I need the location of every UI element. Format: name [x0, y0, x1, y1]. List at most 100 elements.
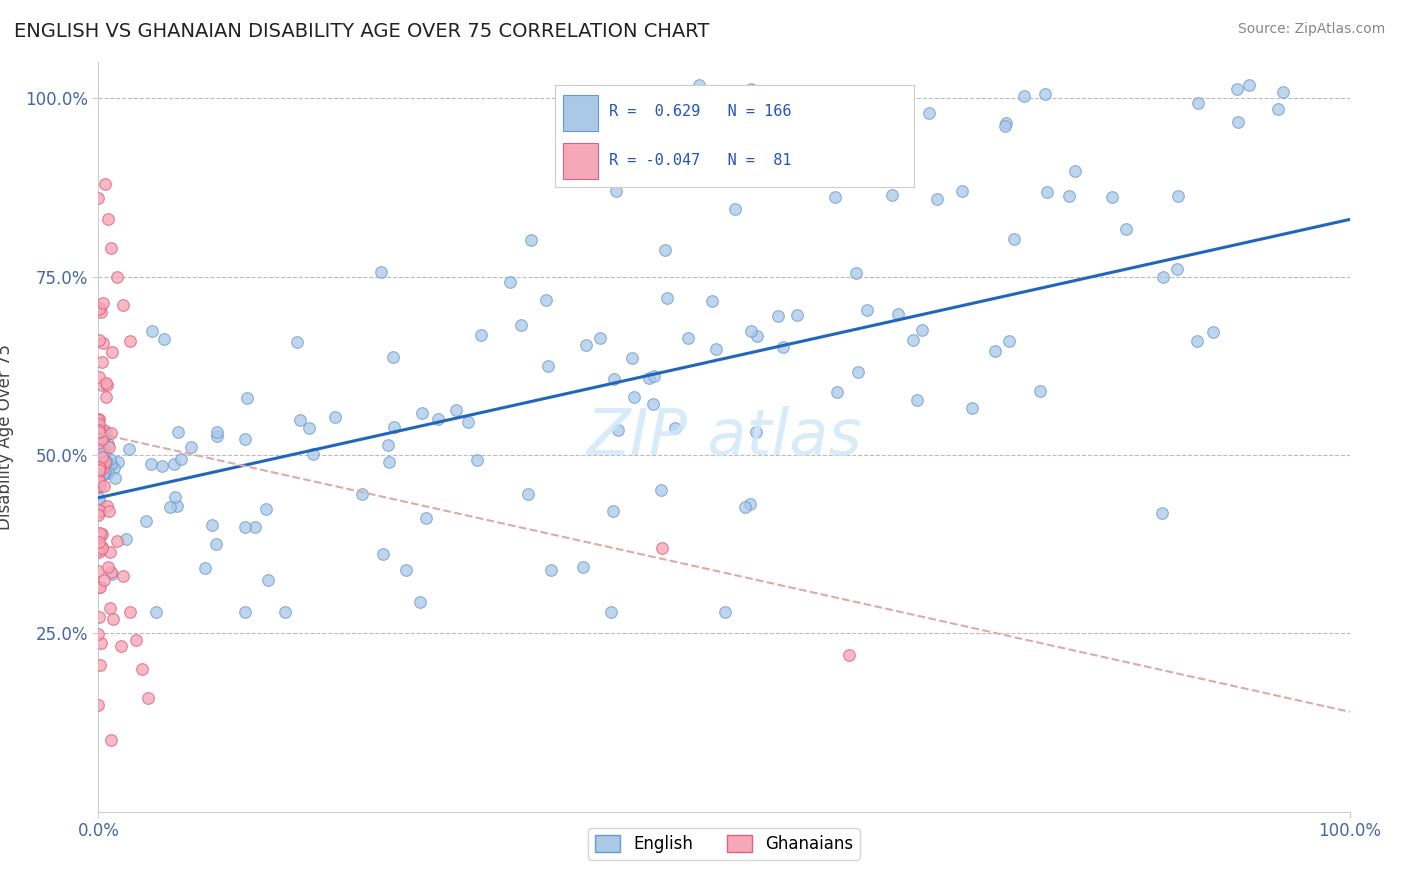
Point [89, 580, 111, 594]
Point [602, 372, 624, 386]
Point [828, 86, 851, 100]
Point [848, 365, 870, 379]
Point [233, 605, 256, 619]
Point [90, 437, 112, 451]
Point [589, 331, 612, 345]
FancyBboxPatch shape [562, 144, 599, 179]
Point [90, 443, 112, 458]
Point [245, 520, 267, 534]
Point [1014, 88, 1036, 103]
Point [1202, 325, 1225, 339]
Point [378, 455, 401, 469]
Point [537, 359, 560, 374]
Point [89, 443, 111, 458]
Point [93, 467, 115, 481]
Point [723, 202, 745, 216]
Point [91, 540, 114, 554]
Point [465, 452, 488, 467]
Point [994, 120, 1017, 134]
Point [1002, 232, 1025, 246]
Point [98, 440, 121, 454]
Point [382, 351, 405, 365]
Point [775, 103, 797, 117]
Text: R =  0.629   N = 166: R = 0.629 N = 166 [609, 104, 792, 120]
Point [89, 580, 111, 594]
Point [167, 425, 190, 440]
Point [427, 412, 450, 426]
Point [87, 436, 110, 450]
Point [91, 378, 114, 392]
Point [499, 275, 522, 289]
Point [131, 662, 153, 676]
Point [688, 78, 710, 92]
Point [94, 454, 117, 468]
Point [118, 334, 141, 348]
Point [918, 106, 941, 120]
Point [87, 411, 110, 425]
Point [676, 331, 699, 345]
Point [96, 499, 118, 513]
Point [89, 430, 111, 444]
Point [115, 532, 138, 546]
Point [742, 108, 765, 122]
Point [87, 545, 110, 559]
Point [89, 525, 111, 540]
Point [520, 233, 543, 247]
Point [194, 560, 217, 574]
Point [87, 450, 110, 465]
Point [205, 425, 228, 439]
Point [153, 332, 176, 346]
Point [141, 324, 163, 338]
Point [87, 534, 110, 549]
Point [927, 192, 949, 206]
Point [87, 565, 110, 579]
Point [772, 340, 794, 354]
Point [87, 698, 110, 712]
Point [90, 453, 112, 467]
Point [1271, 86, 1294, 100]
Point [1033, 87, 1056, 102]
Point [90, 636, 112, 650]
Point [105, 269, 128, 284]
Point [93, 573, 115, 587]
Point [740, 82, 762, 96]
Point [93, 433, 115, 447]
Point [1166, 262, 1188, 277]
Point [163, 491, 186, 505]
Point [297, 421, 319, 435]
Point [101, 567, 124, 582]
Point [1057, 189, 1080, 203]
Point [236, 391, 259, 405]
Point [87, 468, 110, 483]
Point [91, 295, 114, 310]
Point [256, 573, 278, 587]
Point [510, 318, 533, 333]
Point [685, 112, 707, 126]
Point [602, 504, 624, 518]
Point [103, 611, 125, 625]
Point [766, 310, 789, 324]
Point [1115, 222, 1137, 236]
Point [650, 483, 672, 498]
Point [96, 425, 118, 439]
Point [377, 438, 399, 452]
Point [112, 298, 135, 312]
Point [903, 333, 925, 347]
Point [87, 503, 110, 517]
Point [100, 241, 122, 255]
Point [205, 429, 228, 443]
Point [643, 368, 665, 383]
Point [880, 187, 903, 202]
Point [1226, 114, 1249, 128]
Point [745, 329, 768, 343]
Point [323, 409, 346, 424]
Point [89, 456, 111, 470]
Point [700, 293, 723, 308]
Point [100, 426, 122, 441]
Point [100, 457, 122, 471]
Point [97, 560, 120, 574]
Point [201, 517, 224, 532]
Point [371, 547, 394, 561]
Point [350, 487, 373, 501]
Legend: English, Ghanaians: English, Ghanaians [589, 828, 859, 860]
